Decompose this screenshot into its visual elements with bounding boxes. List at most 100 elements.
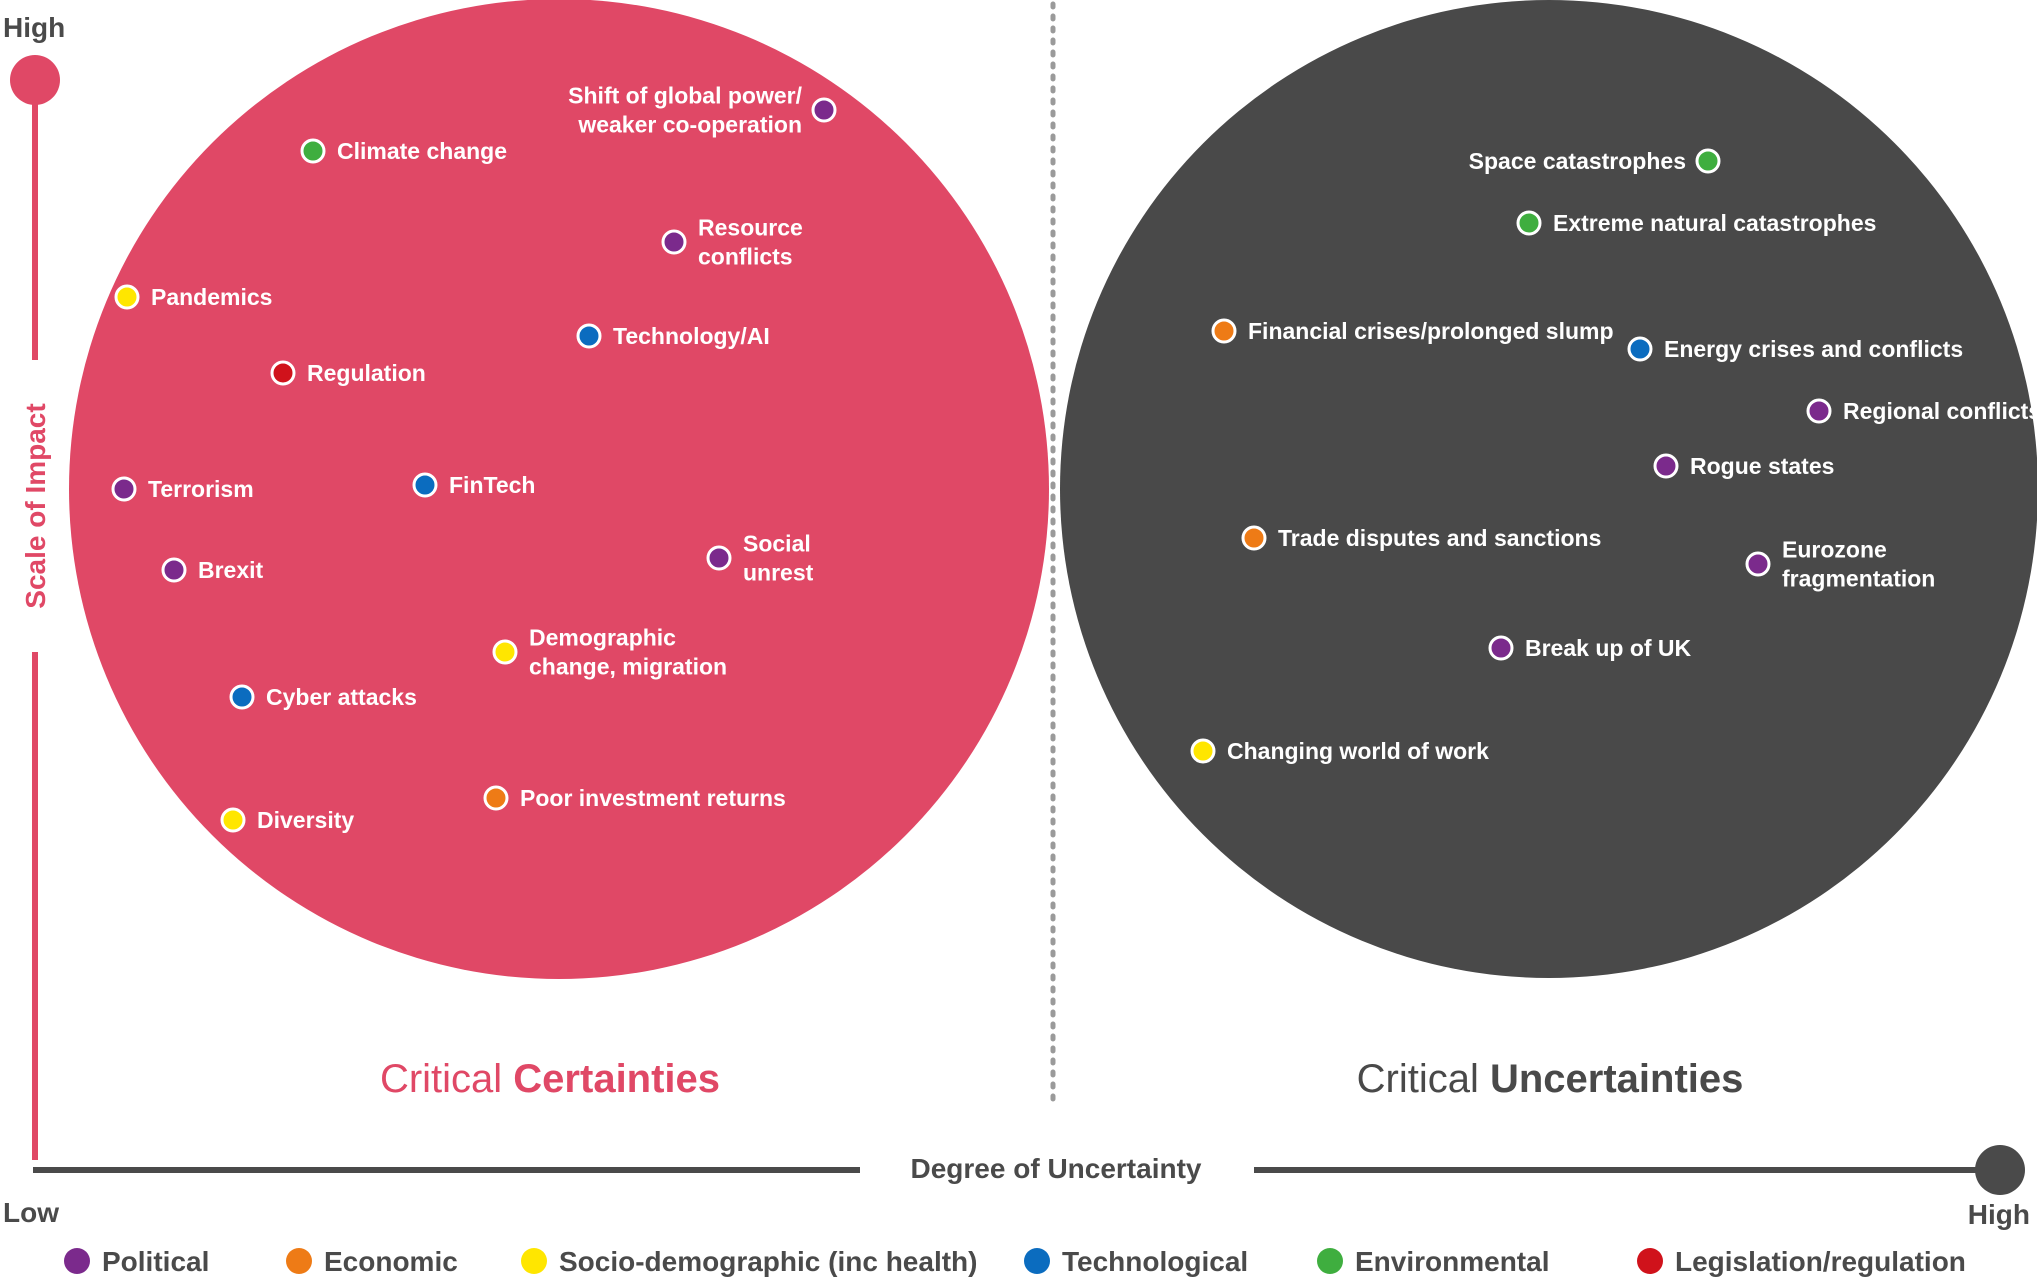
certainties-title: Critical Certainties: [380, 1057, 720, 1101]
legend-economic-dot: [286, 1248, 312, 1274]
risk-item: Climate change: [300, 138, 507, 164]
risk-item-label: Shift of global power/: [568, 83, 802, 109]
x-axis-low-label: Low: [3, 1197, 59, 1228]
risk-item: Eurozone fragmentation: [1745, 537, 1935, 592]
y-axis-high-marker: [10, 55, 60, 105]
risk-item: FinTech: [412, 472, 535, 498]
risk-item-label: Poor investment returns: [520, 785, 786, 811]
legend-socio-dot: [521, 1248, 547, 1274]
risk-item-label: Resource: [698, 215, 803, 241]
risk-item: Terrorism: [111, 476, 254, 502]
risk-item-label: unrest: [743, 560, 814, 586]
risk-item-dot: [1241, 525, 1267, 551]
risk-item-label: Climate change: [337, 138, 507, 164]
risk-item-dot: [1653, 453, 1679, 479]
risk-item-dot: [811, 97, 837, 123]
legend-legislation-dot: [1637, 1248, 1663, 1274]
risk-item: Social unrest: [706, 531, 814, 586]
y-axis-high-label: High: [3, 12, 65, 43]
risk-item: Space catastrophes: [1469, 148, 1721, 174]
risk-item-label: Pandemics: [151, 284, 272, 310]
risk-item-label: Diversity: [257, 807, 354, 833]
certainties-title-emphasis: Certainties: [513, 1057, 720, 1101]
risk-item: Changing world of work: [1190, 738, 1489, 764]
risk-item-label: Social: [743, 531, 811, 557]
risk-item-label: Eurozone: [1782, 537, 1887, 563]
risk-item: Break up of UK: [1488, 635, 1692, 661]
risk-item-label: Extreme natural catastrophes: [1553, 210, 1876, 236]
risk-item: Poor investment returns: [483, 785, 786, 811]
risk-item-dot: [1516, 210, 1542, 236]
certainties-title-prefix: Critical: [380, 1057, 513, 1101]
uncertainties-title-emphasis: Uncertainties: [1490, 1057, 1743, 1101]
risk-item: Brexit: [161, 557, 264, 583]
risk-item-dot: [161, 557, 187, 583]
risk-item-label: Regional conflicts: [1843, 398, 2037, 424]
risk-item: Extreme natural catastrophes: [1516, 210, 1876, 236]
x-axis-high-label: High: [1968, 1199, 2030, 1230]
risk-item-dot: [1190, 738, 1216, 764]
legend-environmental-dot: [1317, 1248, 1343, 1274]
risk-item-dot: [229, 684, 255, 710]
risk-item-label: conflicts: [698, 244, 793, 270]
legend-legislation-label: Legislation/regulation: [1675, 1246, 1966, 1277]
risk-item-dot: [270, 360, 296, 386]
legend: Political Economic Socio-demographic (inc …: [64, 1246, 1966, 1277]
risk-item-dot: [114, 284, 140, 310]
y-axis-title: Scale of Impact: [20, 403, 51, 608]
risk-item: Cyber attacks: [229, 684, 417, 710]
risk-item-label: Brexit: [198, 557, 264, 583]
risk-item-dot: [220, 807, 246, 833]
legend-environmental-label: Environmental: [1355, 1246, 1549, 1277]
risk-item-dot: [1627, 336, 1653, 362]
risk-items-layer: Shift of global power/weaker co-operatio…: [111, 83, 2037, 833]
risk-item: Technology/AI: [576, 323, 770, 349]
risk-item: Rogue states: [1653, 453, 1834, 479]
risk-item-label: Trade disputes and sanctions: [1278, 525, 1601, 551]
x-axis-title: Degree of Uncertainty: [911, 1153, 1202, 1184]
legend-political-dot: [64, 1248, 90, 1274]
risk-item-label: Financial crises/prolonged slump: [1248, 318, 1614, 344]
risk-item-dot: [492, 639, 518, 665]
risk-item-dot: [576, 323, 602, 349]
risk-item-dot: [1211, 318, 1237, 344]
risk-item-dot: [483, 785, 509, 811]
risk-item: Regional conflicts: [1806, 398, 2037, 424]
risk-item: Diversity: [220, 807, 354, 833]
legend-technological-dot: [1024, 1248, 1050, 1274]
risk-item-label: Technology/AI: [613, 323, 770, 349]
risk-item-label: FinTech: [449, 472, 535, 498]
uncertainties-title-prefix: Critical: [1357, 1057, 1490, 1101]
risk-item-dot: [661, 229, 687, 255]
risk-item-label: fragmentation: [1782, 566, 1935, 592]
risk-item-label: Cyber attacks: [266, 684, 417, 710]
risk-item-dot: [111, 476, 137, 502]
risk-item-dot: [412, 472, 438, 498]
risk-item-dot: [706, 545, 732, 571]
legend-political-label: Political: [102, 1246, 209, 1277]
risk-item: Energy crises and conflicts: [1627, 336, 1963, 362]
legend-technological-label: Technological: [1062, 1246, 1248, 1277]
risk-item-label: Rogue states: [1690, 453, 1834, 479]
legend-socio-label: Socio-demographic (inc health): [559, 1246, 977, 1277]
risk-item-dot: [1806, 398, 1832, 424]
risk-item-dot: [1695, 148, 1721, 174]
risk-item: Demographic change, migration: [492, 625, 727, 680]
risk-item-label: Terrorism: [148, 476, 254, 502]
x-axis-high-marker: [1975, 1145, 2025, 1195]
risk-item-label: Space catastrophes: [1469, 148, 1686, 174]
risk-item-label: Changing world of work: [1227, 738, 1489, 764]
uncertainties-title: Critical Uncertainties: [1357, 1057, 1744, 1101]
risk-item: Pandemics: [114, 284, 272, 310]
risk-item: Financial crises/prolonged slump: [1211, 318, 1614, 344]
risk-item-label: Energy crises and conflicts: [1664, 336, 1963, 362]
uncertainties-circle: [1060, 0, 2037, 978]
risk-item-dot: [1488, 635, 1514, 661]
risk-item: Shift of global power/weaker co-operatio…: [568, 83, 837, 138]
risk-item-label: Regulation: [307, 360, 426, 386]
risk-item-dot: [1745, 551, 1771, 577]
risk-item-dot: [300, 138, 326, 164]
risk-item-label: Break up of UK: [1525, 635, 1692, 661]
legend-economic-label: Economic: [324, 1246, 458, 1277]
